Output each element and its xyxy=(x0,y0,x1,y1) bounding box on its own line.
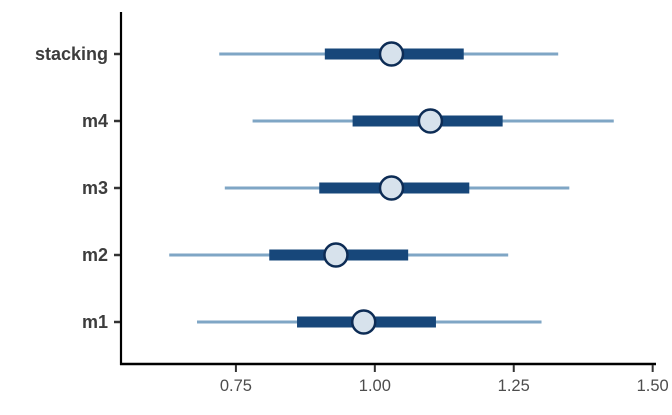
x-axis-tick-label: 1.50 xyxy=(637,377,669,395)
y-axis-label-m1: m1 xyxy=(82,312,108,332)
x-axis-tick-label: 0.75 xyxy=(220,377,252,395)
x-axis-tick-label: 1.25 xyxy=(498,377,530,395)
y-axis-label-m2: m2 xyxy=(82,245,108,265)
point-estimate-m2 xyxy=(323,242,349,268)
y-axis-label-m4: m4 xyxy=(82,111,108,131)
y-axis-label-stacking: stacking xyxy=(35,44,108,64)
point-estimate-m1 xyxy=(350,309,377,335)
point-estimate-m4 xyxy=(417,108,444,134)
point-estimate-m3 xyxy=(378,175,405,201)
x-axis-tick-label: 1.00 xyxy=(359,377,391,395)
point-estimate-stacking xyxy=(378,41,405,67)
y-axis-label-m3: m3 xyxy=(82,178,108,198)
